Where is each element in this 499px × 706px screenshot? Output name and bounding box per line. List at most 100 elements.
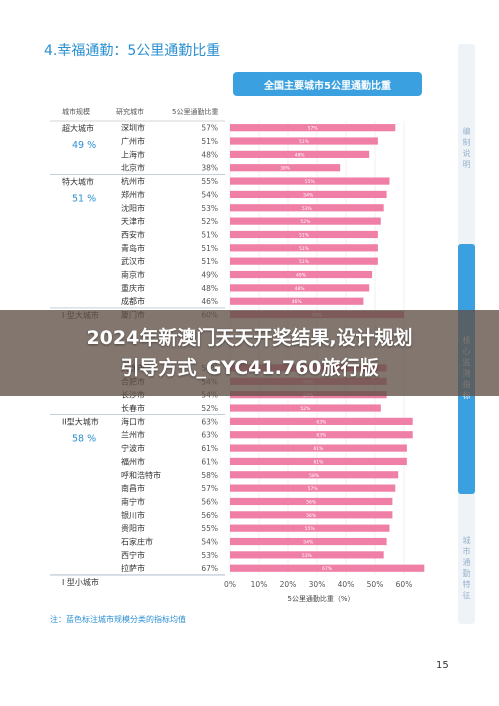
bar-data-label: 49% xyxy=(296,273,307,279)
bar-data-label: 51% xyxy=(299,232,310,238)
bar xyxy=(230,270,373,279)
bar xyxy=(230,404,381,412)
value-text: 49% xyxy=(201,271,218,280)
city-name: 武汉市 xyxy=(121,256,145,266)
tab-commute-features[interactable]: 城市通勤特征 xyxy=(462,536,471,602)
bar xyxy=(230,244,378,252)
value-text: 61% xyxy=(201,457,218,466)
city-name: 广州市 xyxy=(121,136,145,146)
bar xyxy=(230,124,396,132)
bar xyxy=(230,204,384,212)
group-label: 特大城市 xyxy=(62,176,94,186)
bar-data-label: 55% xyxy=(305,179,316,185)
column-header-city: 研究城市 xyxy=(116,107,144,116)
city-name: 宁波市 xyxy=(121,443,145,453)
value-text: 48% xyxy=(201,150,218,159)
bar-data-label: 61% xyxy=(313,446,324,452)
group-mean: 51 % xyxy=(72,193,96,204)
city-name: 沈阳市 xyxy=(121,203,145,213)
x-tick-label: 40% xyxy=(338,580,355,589)
value-text: 57% xyxy=(201,484,218,493)
bar xyxy=(230,190,387,199)
city-name: 长春市 xyxy=(121,403,145,413)
value-text: 56% xyxy=(201,497,218,506)
bar xyxy=(230,150,370,158)
value-text: 57% xyxy=(201,124,218,133)
value-text: 55% xyxy=(201,524,218,533)
city-name: 西宁市 xyxy=(121,550,145,560)
value-text: 63% xyxy=(201,431,218,440)
city-name: 天津市 xyxy=(121,216,145,226)
bar-data-label: 55% xyxy=(305,526,316,532)
city-name: 南京市 xyxy=(121,270,145,280)
bar-data-label: 67% xyxy=(322,566,333,572)
city-name: 西安市 xyxy=(121,229,145,239)
city-name: 深圳市 xyxy=(121,123,145,133)
bar xyxy=(230,284,370,292)
bar xyxy=(230,444,407,452)
bar-data-label: 63% xyxy=(316,419,327,425)
bar-data-label: 54% xyxy=(303,192,314,198)
bar xyxy=(230,524,390,532)
bar-data-label: 57% xyxy=(308,126,319,132)
bar-data-label: 54% xyxy=(303,540,314,546)
x-tick-label: 30% xyxy=(309,580,326,589)
city-name: 重庆市 xyxy=(121,283,145,293)
value-text: 52% xyxy=(201,217,218,226)
group-label: 超大城市 xyxy=(62,123,94,133)
bar-data-label: 63% xyxy=(316,433,327,439)
bar-data-label: 57% xyxy=(308,486,319,492)
bar-data-label: 58% xyxy=(309,473,320,479)
value-text: 54% xyxy=(201,538,218,547)
city-name: 成都市 xyxy=(121,296,145,306)
side-navigation: 编制说明 核心监测指标 城市通勤特征 xyxy=(458,44,475,624)
bar xyxy=(230,457,407,466)
x-axis-label: 5公里通勤比重（%） xyxy=(287,594,354,603)
value-text: 56% xyxy=(201,511,218,520)
value-text: 48% xyxy=(201,284,218,293)
bar xyxy=(230,164,341,172)
city-name: 海口市 xyxy=(121,416,145,426)
city-name: 福州市 xyxy=(121,456,145,466)
bar-data-label: 56% xyxy=(306,513,317,519)
city-name: 郑州市 xyxy=(121,189,145,199)
city-name: 呼和浩特市 xyxy=(121,470,161,480)
value-text: 38% xyxy=(201,164,218,173)
chart-note: 注：蓝色标注城市规模分类的指标均值 xyxy=(50,615,186,624)
value-text: 51% xyxy=(201,244,218,253)
city-name: 青岛市 xyxy=(121,243,145,253)
banner-line-1: 2024年新澳门天天开奖结果,设计规划 xyxy=(86,327,413,349)
banner-line-2: 引导方式_GYC41.760旅行版 xyxy=(120,357,379,379)
bar-data-label: 61% xyxy=(313,459,324,465)
city-name: 银川市 xyxy=(121,510,145,520)
group-mean: 58 % xyxy=(72,434,96,445)
city-name: 南昌市 xyxy=(121,483,145,493)
bar-data-label: 46% xyxy=(292,299,303,305)
value-text: 53% xyxy=(201,551,218,560)
bar xyxy=(230,564,425,572)
city-name: 杭州市 xyxy=(121,176,145,186)
group-mean: 49 % xyxy=(72,140,96,151)
value-text: 67% xyxy=(201,564,218,573)
bar xyxy=(230,497,393,506)
x-tick-label: 10% xyxy=(251,580,268,589)
city-name: 贵阳市 xyxy=(121,523,145,533)
overlay-banner: 2024年新澳门天天开奖结果,设计规划 引导方式_GYC41.760旅行版 xyxy=(0,310,499,396)
bar-data-label: 38% xyxy=(280,166,291,172)
bar xyxy=(230,551,384,559)
bar xyxy=(230,230,378,239)
bar xyxy=(230,217,381,225)
column-header-scale: 城市规模 xyxy=(62,107,90,116)
city-name: 兰州市 xyxy=(121,430,145,440)
tab-compilation-notes[interactable]: 编制说明 xyxy=(462,127,471,171)
value-text: 63% xyxy=(201,417,218,426)
value-text: 61% xyxy=(201,444,218,453)
bar-data-label: 51% xyxy=(299,246,310,252)
bar-data-label: 52% xyxy=(300,219,311,225)
x-tick-label: 50% xyxy=(367,580,384,589)
bar xyxy=(230,471,399,479)
value-text: 55% xyxy=(201,177,218,186)
bar-data-label: 52% xyxy=(300,406,311,412)
bar xyxy=(230,484,396,492)
